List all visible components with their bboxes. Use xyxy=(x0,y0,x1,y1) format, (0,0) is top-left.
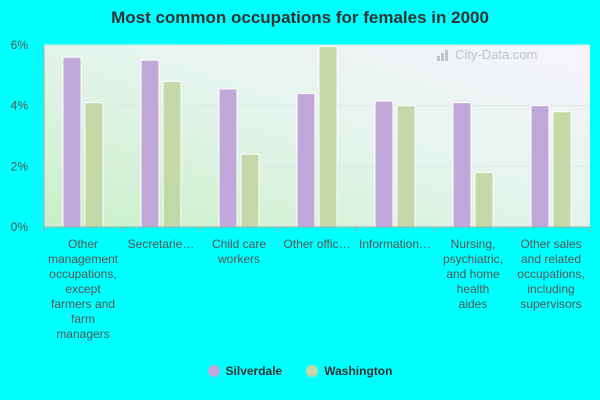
bar-chart-icon xyxy=(437,49,451,61)
x-tick-label-line: psychiatric, xyxy=(442,252,504,266)
bar-silverdale-1[interactable] xyxy=(140,59,160,228)
x-tick-label-line: occupations, xyxy=(49,267,117,281)
x-tick-label: Other sales and related occupations, includ… xyxy=(513,237,589,312)
x-tick-label-line: and home xyxy=(446,267,500,281)
x-tick-label-line: Other xyxy=(67,237,98,251)
x-tick-label-line: management xyxy=(47,252,119,266)
bar-washington-0[interactable] xyxy=(84,102,104,228)
x-tick-label-line: Other offic… xyxy=(283,237,351,251)
x-tick-label-line: Information… xyxy=(358,237,432,251)
x-tick-label: Nursing, psychiatric, and home health aides xyxy=(435,237,511,312)
x-tick-label-line: managers xyxy=(56,327,110,341)
bar-washington-4[interactable] xyxy=(396,105,416,228)
x-tick-label-line: except xyxy=(65,282,101,296)
x-tick-label-line: farmers and xyxy=(50,297,116,311)
legend-item-washington: Washington xyxy=(306,364,392,378)
x-tick-label: Child care workers xyxy=(201,237,277,267)
bar-silverdale-5[interactable] xyxy=(452,102,472,228)
chart-title: Most common occupations for females in 2… xyxy=(111,8,489,27)
y-tick-label: 2% xyxy=(11,159,29,173)
bar-washington-6[interactable] xyxy=(552,111,572,228)
x-tick-label-line: aides xyxy=(458,297,488,311)
x-tick-label-line: workers xyxy=(217,252,260,266)
watermark-text: City-Data.com xyxy=(455,47,538,62)
x-tick-label-line: Nursing, xyxy=(450,237,496,251)
bar-washington-5[interactable] xyxy=(474,171,494,228)
x-tick-label-line: and related xyxy=(520,252,582,266)
y-tick-label: 0% xyxy=(11,220,29,234)
legend-swatch xyxy=(207,365,220,377)
x-tick-label-line: health xyxy=(456,282,490,296)
bar-silverdale-0[interactable] xyxy=(62,56,82,228)
x-tick-label-line: including xyxy=(527,282,575,296)
legend-swatch xyxy=(306,365,319,377)
bar-washington-2[interactable] xyxy=(240,153,260,228)
plot-area xyxy=(44,45,590,227)
legend-item-silverdale: Silverdale xyxy=(207,364,283,378)
bar-washington-1[interactable] xyxy=(162,80,182,228)
x-tick-label: Other offic… xyxy=(279,237,355,252)
bar-silverdale-6[interactable] xyxy=(530,105,550,228)
x-tick-label: Information… xyxy=(357,237,433,252)
x-tick-label-line: occupations, xyxy=(517,267,585,281)
bar-silverdale-4[interactable] xyxy=(374,100,394,228)
bar-silverdale-3[interactable] xyxy=(296,93,316,228)
x-tick-label-line: supervisors xyxy=(520,297,582,311)
x-tick-label-line: farm xyxy=(71,312,95,326)
y-tick-label: 4% xyxy=(11,99,29,113)
x-tick-label-line: Other sales xyxy=(520,237,582,251)
legend-label: Silverdale xyxy=(225,364,283,378)
x-tick-label-line: Child care xyxy=(211,237,267,251)
x-tick-label-line: Secretarie… xyxy=(127,237,195,251)
legend-label: Washington xyxy=(324,364,393,378)
x-tick-label: Secretarie… xyxy=(123,237,199,252)
watermark: City-Data.com xyxy=(437,47,537,62)
x-tick-label: Other management occupations, except farmers… xyxy=(45,237,121,342)
legend: Silverdale Washington xyxy=(0,364,600,378)
bar-silverdale-2[interactable] xyxy=(218,88,238,228)
y-tick-label: 6% xyxy=(11,38,29,52)
bar-washington-3[interactable] xyxy=(318,46,338,228)
